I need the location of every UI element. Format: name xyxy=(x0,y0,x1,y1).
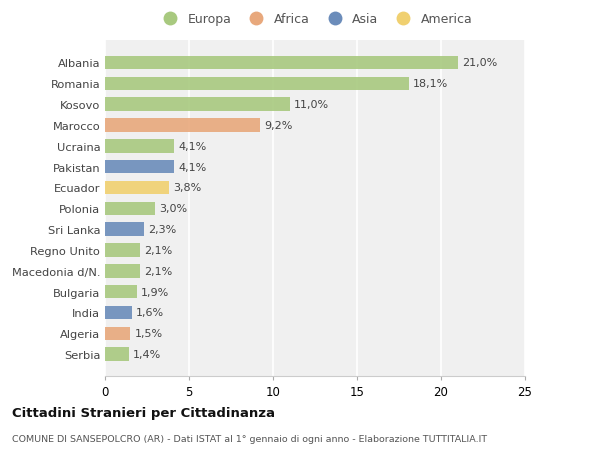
Text: 2,1%: 2,1% xyxy=(145,246,173,255)
Bar xyxy=(105,202,155,216)
Bar xyxy=(105,223,143,236)
Text: 9,2%: 9,2% xyxy=(264,121,292,131)
Bar xyxy=(105,98,290,112)
Text: 3,8%: 3,8% xyxy=(173,183,201,193)
Text: 1,4%: 1,4% xyxy=(133,349,161,359)
Bar xyxy=(105,327,130,341)
Bar xyxy=(105,244,140,257)
Bar xyxy=(105,161,174,174)
Text: 2,1%: 2,1% xyxy=(145,266,173,276)
Bar xyxy=(105,181,169,195)
Text: 4,1%: 4,1% xyxy=(178,141,206,151)
Text: 11,0%: 11,0% xyxy=(294,100,329,110)
Text: 1,6%: 1,6% xyxy=(136,308,164,318)
Bar xyxy=(105,285,137,299)
Text: 21,0%: 21,0% xyxy=(462,58,497,68)
Bar xyxy=(105,306,132,319)
Legend: Europa, Africa, Asia, America: Europa, Africa, Asia, America xyxy=(155,11,475,28)
Text: 1,9%: 1,9% xyxy=(141,287,169,297)
Bar xyxy=(105,264,140,278)
Bar xyxy=(105,77,409,91)
Text: 1,5%: 1,5% xyxy=(134,329,163,339)
Bar xyxy=(105,119,260,133)
Bar xyxy=(105,347,128,361)
Text: 18,1%: 18,1% xyxy=(413,79,449,89)
Text: 3,0%: 3,0% xyxy=(160,204,188,214)
Bar xyxy=(105,140,174,153)
Text: Cittadini Stranieri per Cittadinanza: Cittadini Stranieri per Cittadinanza xyxy=(12,406,275,419)
Text: 4,1%: 4,1% xyxy=(178,162,206,172)
Bar xyxy=(105,56,458,70)
Text: 2,3%: 2,3% xyxy=(148,224,176,235)
Text: COMUNE DI SANSEPOLCRO (AR) - Dati ISTAT al 1° gennaio di ogni anno - Elaborazion: COMUNE DI SANSEPOLCRO (AR) - Dati ISTAT … xyxy=(12,434,487,443)
